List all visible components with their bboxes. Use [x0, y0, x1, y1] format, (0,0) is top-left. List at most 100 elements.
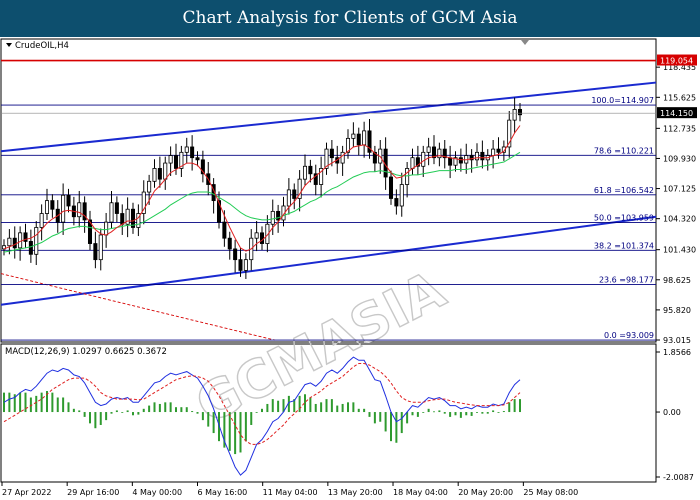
candle-body	[190, 146, 195, 159]
candle	[512, 97, 517, 134]
moving-averages	[3, 125, 521, 253]
candle	[431, 135, 437, 165]
macd-histogram-bar	[304, 394, 306, 413]
candle	[50, 194, 55, 218]
candle	[61, 183, 66, 235]
candle-body	[157, 168, 162, 180]
candle-body	[351, 133, 356, 139]
fibonacci-level-label: 38.2 =101.374	[594, 241, 654, 250]
candle	[517, 102, 523, 122]
candle-body	[405, 168, 410, 185]
macd-histogram-bar	[320, 402, 323, 413]
macd-histogram-bar	[142, 408, 145, 413]
macd-histogram-bar	[201, 412, 204, 421]
candle	[1, 239, 7, 256]
candle-body	[136, 213, 141, 228]
candle-body	[200, 159, 205, 175]
candle	[388, 170, 394, 205]
candle-body	[114, 202, 119, 214]
macd-histogram-bar	[19, 392, 22, 413]
macd-histogram-bar	[443, 412, 446, 414]
fibonacci-level-label: 23.6 =98.177	[599, 276, 654, 285]
candle	[109, 190, 114, 229]
candle-body	[39, 213, 44, 228]
macd-histogram-bar	[67, 402, 70, 413]
fibonacci-level-label: 0.0 =93.009	[604, 331, 654, 340]
price-axis-label: 109.930	[663, 154, 696, 163]
candle	[496, 137, 501, 159]
macd-indicator: 1.8566 0.00 -2.0087	[3, 348, 694, 482]
candle-body	[345, 137, 351, 153]
lower-channel-line	[0, 215, 657, 306]
time-axis-label: 13 May 20:00	[328, 488, 383, 497]
macd-histogram-bar	[29, 397, 32, 413]
macd-histogram-bar	[234, 412, 237, 455]
candle-body	[259, 232, 265, 244]
time-axis-label: 18 May 04:00	[393, 488, 448, 497]
fibonacci-level-label: 61.8 =106.542	[594, 186, 654, 195]
macd-histogram-bar	[379, 412, 382, 422]
candle	[200, 150, 205, 183]
macd-axis-label: 1.8566	[663, 348, 691, 357]
candle-body	[372, 151, 377, 164]
candle-body	[1, 245, 7, 250]
candle	[302, 154, 308, 186]
macd-histogram-bar	[185, 407, 188, 413]
macd-histogram-bar	[395, 412, 398, 443]
macd-histogram-bar	[282, 399, 285, 413]
candle-body	[480, 151, 485, 161]
candle-body	[394, 198, 399, 207]
macd-histogram-bar	[347, 402, 349, 413]
candle	[270, 199, 275, 235]
trend-channel	[0, 59, 657, 341]
time-axis-label: 11 May 04:00	[263, 488, 318, 497]
macd-histogram-bar	[427, 408, 430, 413]
candle	[399, 172, 404, 217]
macd-histogram-bar	[105, 412, 108, 421]
macd-histogram-bar	[175, 407, 177, 413]
macd-histogram-bar	[470, 412, 473, 416]
candle	[313, 164, 318, 196]
candle	[394, 189, 399, 215]
resistance-price-label: 119.054	[660, 57, 693, 66]
macd-histogram-bar	[83, 412, 86, 417]
candle	[130, 202, 136, 234]
candle	[238, 247, 243, 277]
macd-histogram-bar	[330, 399, 333, 413]
macd-histogram-bar	[502, 411, 505, 413]
macd-histogram-bar	[438, 410, 441, 413]
macd-main-line	[3, 356, 521, 476]
candle-body	[195, 157, 200, 161]
macd-histogram-bar	[110, 412, 113, 414]
candle-body	[77, 202, 82, 218]
candle-body	[173, 155, 179, 169]
symbol-label: CrudeOIL,H4	[15, 41, 69, 51]
candle	[243, 253, 248, 279]
candle-body	[179, 151, 184, 169]
price-axis: 118.435 115.625 112.735 109.930 107.125 104.3…	[1, 54, 697, 345]
time-axis-label: 4 May 00:00	[132, 488, 182, 497]
price-axis-label: 112.735	[663, 124, 696, 133]
candle-body	[141, 191, 146, 214]
fibonacci-level-label: 78.6 =110.221	[594, 146, 654, 155]
macd-histogram-bar	[132, 412, 134, 416]
candle	[141, 180, 146, 225]
macd-histogram-bar	[277, 400, 280, 413]
macd-histogram-bar	[56, 397, 59, 413]
candle-body	[7, 237, 12, 247]
candle	[87, 210, 93, 251]
candle-body	[340, 151, 345, 164]
macd-histogram-bar	[24, 392, 27, 413]
macd-histogram-bar	[40, 392, 43, 413]
macd-histogram-bar	[72, 408, 75, 413]
candle	[297, 170, 302, 212]
candle-body	[34, 227, 39, 255]
macd-histogram-bar	[121, 412, 124, 413]
candle-body	[28, 241, 33, 255]
macd-histogram-bar	[390, 412, 392, 442]
candle-body	[324, 148, 329, 169]
macd-histogram-bar	[309, 397, 312, 413]
price-axis-label: 93.015	[663, 336, 691, 345]
scroll-marker-icon	[521, 40, 529, 45]
